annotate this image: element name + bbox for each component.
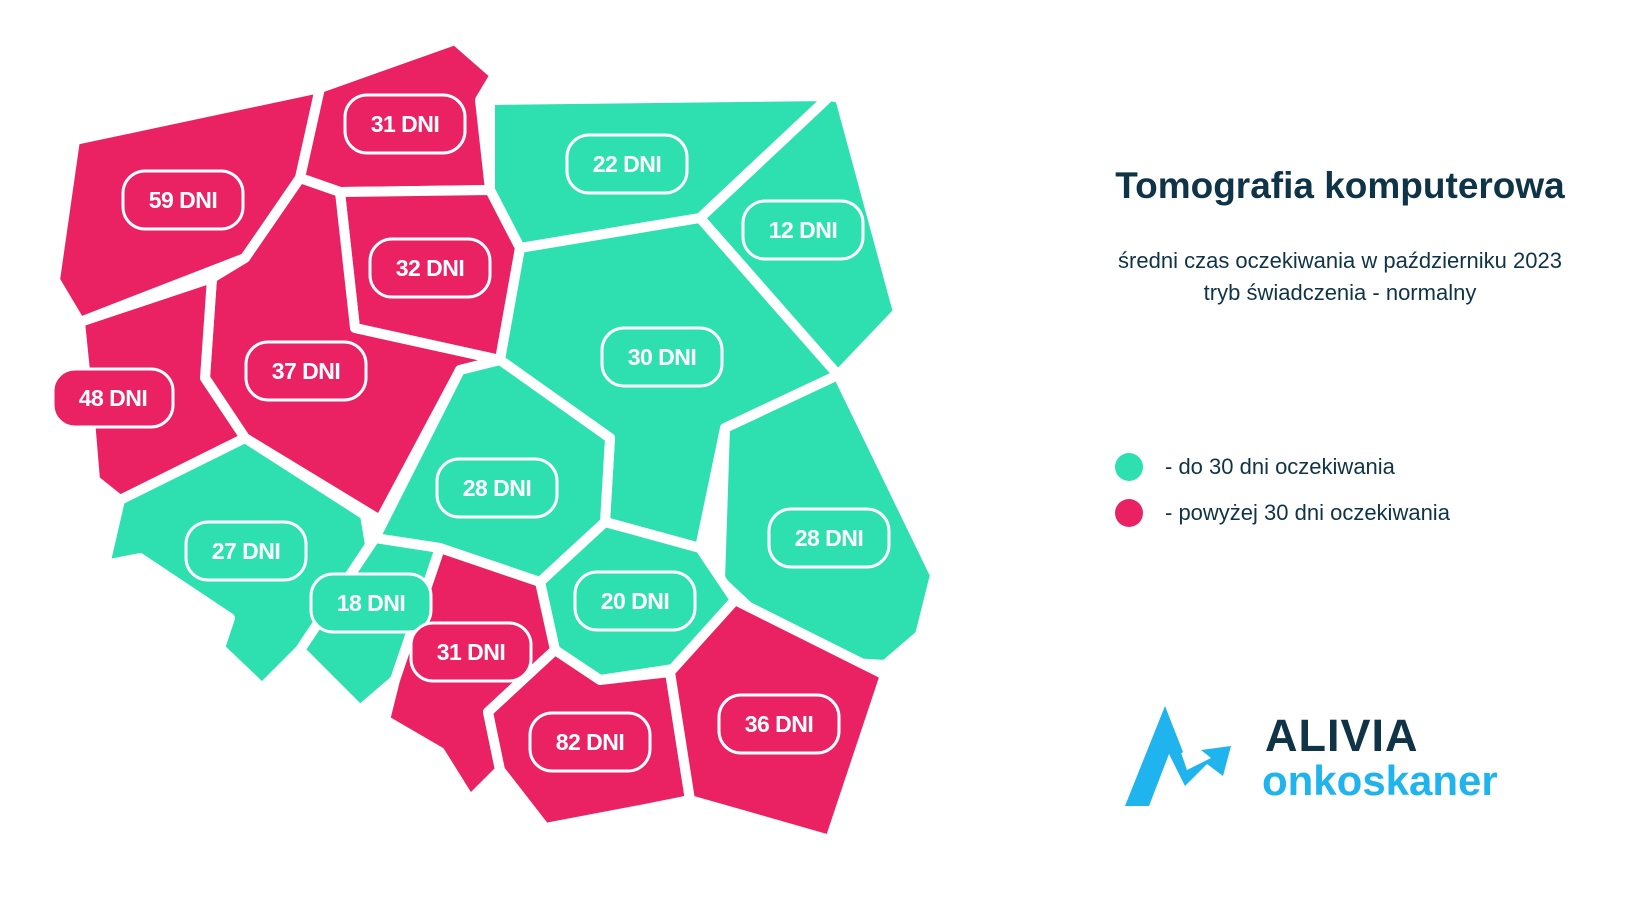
legend-dot-short — [1115, 453, 1143, 481]
region-label-4: 32 DNI — [368, 237, 492, 299]
region-label-12: 20 DNI — [573, 570, 697, 632]
region-label-background — [311, 574, 431, 632]
alivia-logo-icon — [1125, 706, 1231, 806]
region-label-text: 20 DNI — [601, 588, 670, 614]
region-label-0: 59 DNI — [121, 169, 245, 231]
region-label-border — [343, 93, 467, 155]
region-label-1: 31 DNI — [343, 93, 467, 155]
region-label-text: 48 DNI — [79, 385, 148, 411]
region-label-border — [368, 237, 492, 299]
logo-product-name: onkoskaner — [1262, 757, 1498, 804]
region-label-background — [246, 342, 366, 400]
region-label-text: 27 DNI — [212, 538, 281, 564]
region-label-border — [600, 326, 724, 388]
region-label-6: 48 DNI — [51, 367, 175, 429]
region-label-border — [573, 570, 697, 632]
region-label-text: 18 DNI — [337, 590, 406, 616]
region-label-background — [567, 135, 687, 193]
region-label-border — [244, 340, 368, 402]
region-label-7: 30 DNI — [600, 326, 724, 388]
region-label-text: 59 DNI — [149, 187, 218, 213]
region-label-background — [530, 713, 650, 771]
subtitle-line-2: tryb świadczenia - normalny — [1203, 280, 1477, 305]
region-label-text: 31 DNI — [437, 639, 506, 665]
region-label-background — [53, 369, 173, 427]
region-label-10: 27 DNI — [184, 520, 308, 582]
region-label-text: 31 DNI — [371, 111, 440, 137]
page-title: Tomografia komputerowa — [1115, 165, 1565, 206]
region-label-2: 22 DNI — [565, 133, 689, 195]
legend-item-long: - powyżej 30 dni oczekiwania — [1115, 499, 1450, 527]
region-label-background — [602, 328, 722, 386]
region-label-background — [575, 572, 695, 630]
region-label-14: 82 DNI — [528, 711, 652, 773]
region-label-text: 82 DNI — [556, 729, 625, 755]
region-label-text: 30 DNI — [628, 344, 697, 370]
region-label-background — [769, 509, 889, 567]
region-label-11: 18 DNI — [309, 572, 433, 634]
region-label-background — [186, 522, 306, 580]
region-label-border — [51, 367, 175, 429]
region-label-13: 31 DNI — [409, 621, 533, 683]
region-label-15: 36 DNI — [717, 693, 841, 755]
legend-dot-long — [1115, 499, 1143, 527]
region-label-border — [309, 572, 433, 634]
region-label-border — [565, 133, 689, 195]
region-label-text: 12 DNI — [769, 217, 838, 243]
region-label-background — [743, 201, 863, 259]
region-label-border — [121, 169, 245, 231]
region-label-border — [409, 621, 533, 683]
region-label-text: 28 DNI — [463, 475, 532, 501]
region-label-9: 28 DNI — [767, 507, 891, 569]
region-label-text: 36 DNI — [745, 711, 814, 737]
region-label-text: 37 DNI — [272, 358, 341, 384]
region-label-background — [370, 239, 490, 297]
region-label-background — [719, 695, 839, 753]
legend-item-short: - do 30 dni oczekiwania — [1115, 453, 1395, 481]
region-label-border — [435, 457, 559, 519]
legend-label-long: - powyżej 30 dni oczekiwania — [1165, 500, 1450, 525]
region-label-border — [741, 199, 865, 261]
region-label-3: 12 DNI — [741, 199, 865, 261]
region-label-background — [345, 95, 465, 153]
logo-brand-name: ALIVIA — [1265, 710, 1419, 761]
region-label-background — [123, 171, 243, 229]
legend-label-short: - do 30 dni oczekiwania — [1165, 454, 1395, 479]
region-label-background — [411, 623, 531, 681]
region-label-background — [437, 459, 557, 517]
region-label-8: 28 DNI — [435, 457, 559, 519]
region-label-text: 32 DNI — [396, 255, 465, 281]
region-label-border — [528, 711, 652, 773]
region-label-text: 22 DNI — [593, 151, 662, 177]
region-label-border — [184, 520, 308, 582]
region-label-border — [717, 693, 841, 755]
region-label-text: 28 DNI — [795, 525, 864, 551]
region-label-border — [767, 507, 891, 569]
poland-voivodeship-map: 59 DNI 31 DNI 22 DNI 12 DNI 32 DNI 37 DNI 48 D… — [51, 40, 935, 840]
region-label-5: 37 DNI — [244, 340, 368, 402]
subtitle-line-1: średni czas oczekiwania w październiku 2… — [1118, 248, 1562, 273]
